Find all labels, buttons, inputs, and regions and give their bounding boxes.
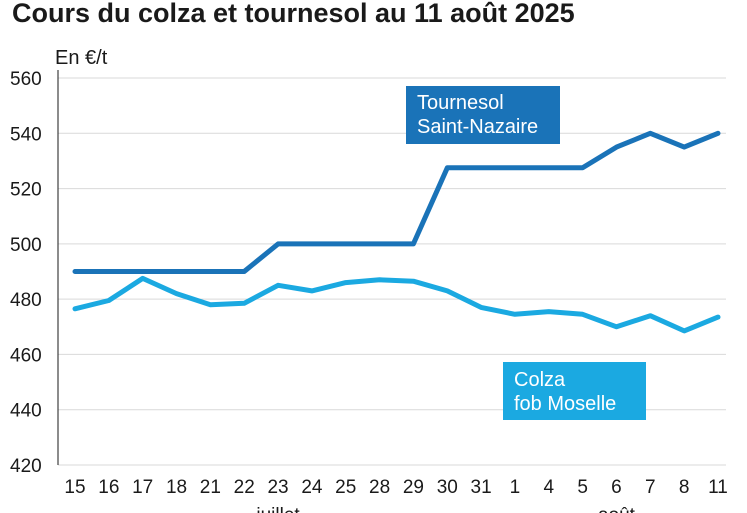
y-tick-560: 560: [10, 69, 42, 90]
x-tick-7: 7: [645, 477, 656, 498]
x-tick-17: 17: [132, 477, 153, 498]
y-axis-label: En €/t: [55, 47, 108, 69]
x-tick-4: 4: [544, 477, 555, 498]
legend-swatch-tournesol: [406, 86, 560, 144]
y-tick-460: 460: [10, 345, 42, 366]
y-tick-440: 440: [10, 401, 42, 422]
legend-swatch-colza: [503, 362, 646, 420]
x-tick-28: 28: [369, 477, 390, 498]
x-tick-8: 8: [679, 477, 690, 498]
x-tick-29: 29: [403, 477, 424, 498]
y-tick-520: 520: [10, 180, 42, 201]
y-axis-ticks: 420 440 460 480 500 520 540 560: [10, 69, 42, 477]
month-label-juillet: juillet: [255, 505, 300, 513]
chart-title: Cours du colza et tournesol au 11 août 2…: [12, 0, 575, 28]
series-line-0: [72, 130, 721, 274]
legend-tournesol: Tournesol Saint-Nazaire: [406, 86, 560, 144]
y-tick-500: 500: [10, 235, 42, 256]
month-label-août: août: [598, 505, 636, 513]
x-tick-18: 18: [166, 477, 187, 498]
series-line-1: [72, 275, 721, 334]
x-tick-16: 16: [98, 477, 119, 498]
x-tick-30: 30: [437, 477, 458, 498]
legend-colza: Colza fob Moselle: [503, 362, 646, 420]
legend-label-colza: Colza fob Moselle: [514, 369, 616, 415]
x-tick-23: 23: [267, 477, 288, 498]
x-tick-25: 25: [335, 477, 356, 498]
x-tick-24: 24: [301, 477, 323, 498]
x-axis-ticks: 15 16 17 18 21 22 23 24 25 28 29 30 31 1 4 5 6 7 8 11 juille…: [64, 477, 727, 513]
y-tick-540: 540: [10, 124, 42, 145]
x-tick-6: 6: [611, 477, 622, 498]
y-tick-480: 480: [10, 290, 42, 311]
x-tick-1: 1: [510, 477, 521, 498]
legend-label-tournesol: Tournesol Saint-Nazaire: [417, 92, 538, 138]
x-tick-11: 11: [708, 477, 728, 498]
series-lines: [72, 130, 721, 334]
y-tick-420: 420: [10, 456, 42, 477]
x-tick-21: 21: [200, 477, 221, 498]
x-tick-22: 22: [234, 477, 255, 498]
x-tick-5: 5: [577, 477, 588, 498]
x-tick-31: 31: [471, 477, 492, 498]
x-tick-15: 15: [64, 477, 85, 498]
